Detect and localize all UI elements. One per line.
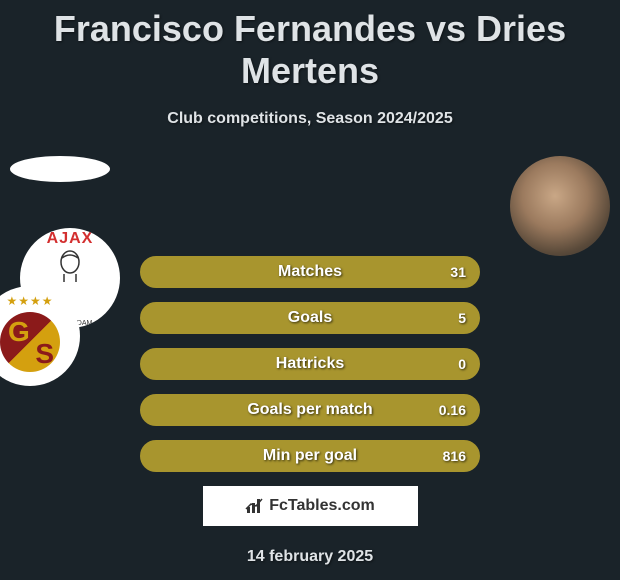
player-right-photo [510, 156, 610, 256]
subtitle: Club competitions, Season 2024/2025 [0, 110, 620, 128]
stat-label: Goals per match [247, 401, 372, 419]
page-title: Francisco Fernandes vs Dries Mertens [0, 0, 620, 92]
club-left-name: AJAX [47, 230, 94, 248]
stat-bar: Hattricks 0 [140, 348, 480, 380]
stat-bars: Matches 31 Goals 5 Hattricks 0 Goals per match… [140, 256, 480, 472]
stat-value: 816 [443, 448, 466, 464]
chart-icon [245, 497, 265, 515]
date-text: 14 february 2025 [0, 548, 620, 566]
comparison-content: AJAX AMSTERDAM ★★★★ G S Matches31Goals5H… [0, 156, 620, 566]
stat-bar: Matches 31 [140, 256, 480, 288]
stat-label: Goals [288, 309, 332, 327]
ajax-head-icon [46, 248, 94, 284]
player-left-placeholder [10, 156, 110, 182]
stat-bar: Min per goal 816 [140, 440, 480, 472]
player-left-ellipse [10, 156, 110, 182]
gala-s: S [35, 338, 54, 370]
gala-stars-icon: ★★★★ [6, 294, 53, 308]
brand-box: FcTables.com [203, 486, 418, 526]
stat-bar: Goals per match 0.16 [140, 394, 480, 426]
stat-label: Hattricks [276, 355, 344, 373]
brand-text: FcTables.com [269, 497, 375, 515]
stat-value: 5 [458, 310, 466, 326]
stat-value: 0.16 [439, 402, 466, 418]
stat-label: Matches [278, 263, 342, 281]
stat-label: Min per goal [263, 447, 357, 465]
gala-g: G [8, 316, 30, 348]
gala-inner-icon: G S [0, 312, 60, 372]
stat-bar: Goals 5 [140, 302, 480, 334]
stat-value: 31 [450, 264, 466, 280]
stat-value: 0 [458, 356, 466, 372]
